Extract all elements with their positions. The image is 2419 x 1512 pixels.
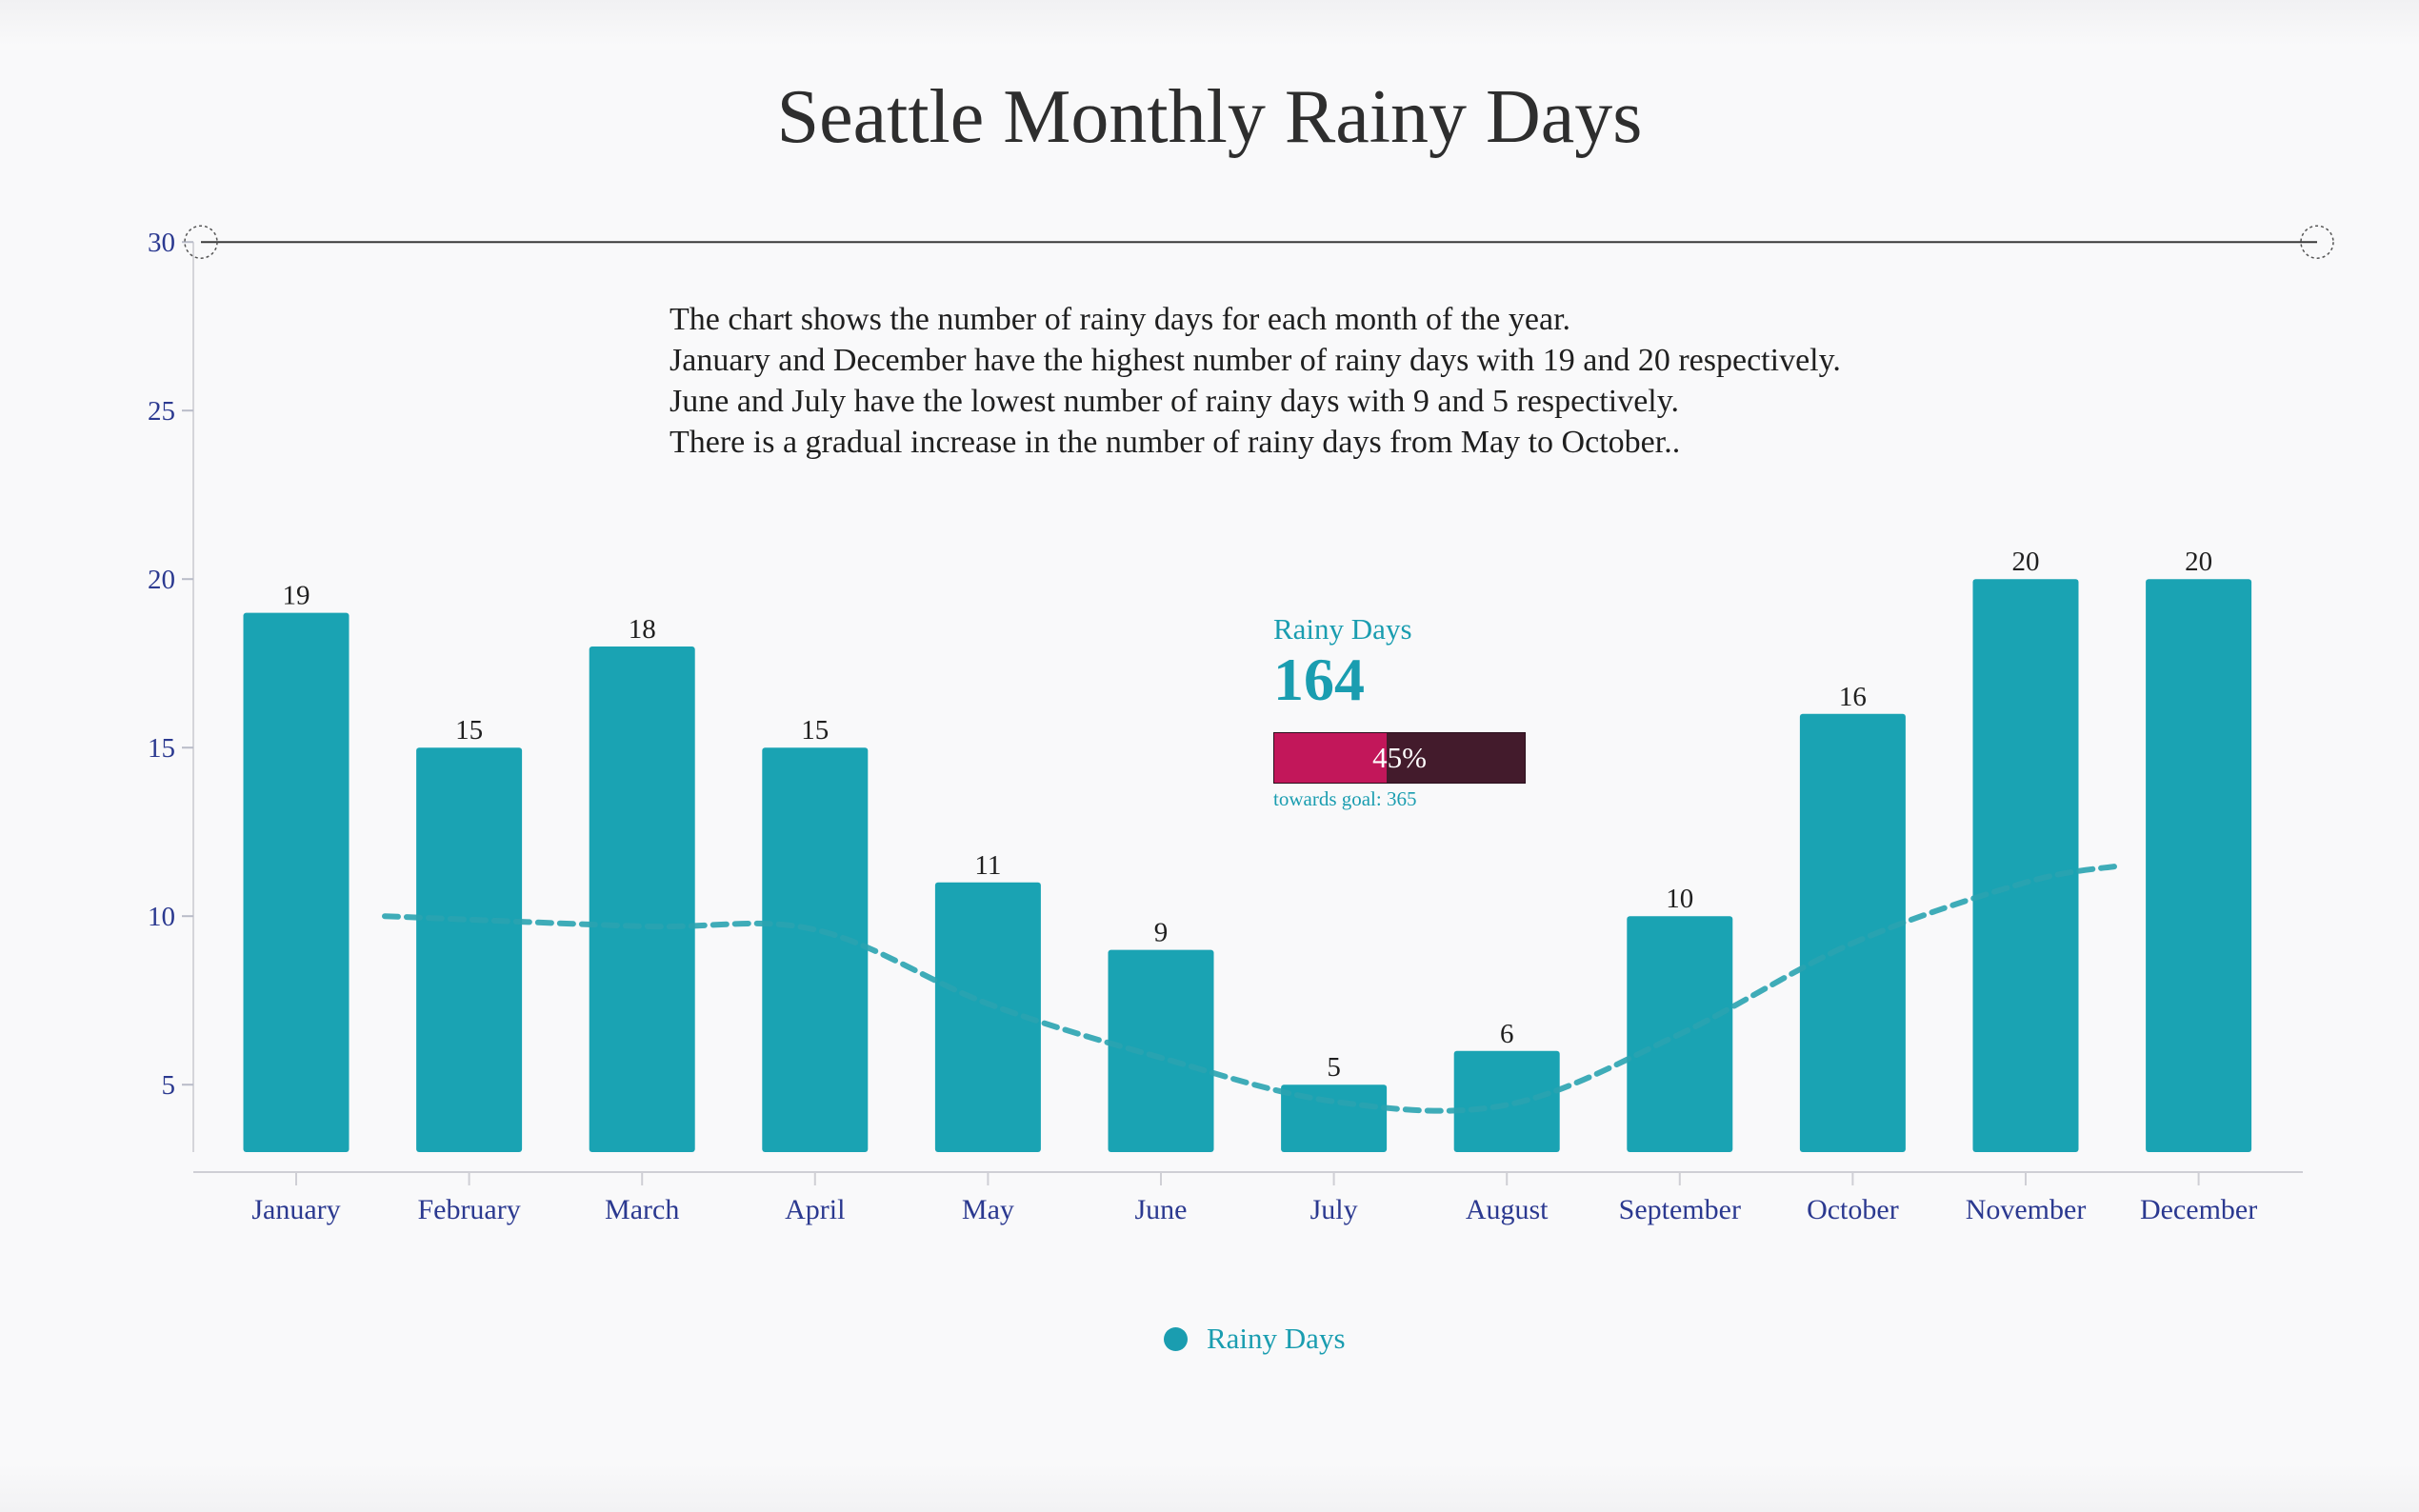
labels-layer: 5 10 15 20 25 30 19 January 15 February 18 March 15 A… <box>148 228 2257 1225</box>
kpi-goal-text: towards goal: 365 <box>1273 787 1417 810</box>
bar-value-label: 9 <box>1154 918 1169 948</box>
bar-value-label: 16 <box>1839 682 1867 712</box>
bar-value-label: 20 <box>2012 547 2040 577</box>
y-tick-label: 20 <box>148 565 175 595</box>
bar-value-label: 6 <box>1500 1019 1514 1049</box>
x-tick-label: November <box>1966 1194 2087 1225</box>
kpi-card: Rainy Days 164 45% towards goal: 365 <box>1273 612 1526 810</box>
bar-value-label: 5 <box>1327 1052 1341 1083</box>
x-tick-label: January <box>251 1194 340 1225</box>
x-tick-label: July <box>1310 1194 1358 1225</box>
annotation-line: The chart shows the number of rainy days… <box>670 302 1571 337</box>
bar <box>1453 1050 1560 1152</box>
x-tick-label: June <box>1135 1194 1188 1225</box>
y-tick-label: 25 <box>148 396 175 427</box>
bottom-shade <box>0 1464 2419 1512</box>
legend-label: Rainy Days <box>1207 1322 1346 1355</box>
legend-marker-icon <box>1164 1326 1188 1351</box>
x-tick-label: December <box>2140 1194 2257 1225</box>
bar <box>934 882 1041 1152</box>
bar <box>1108 949 1214 1152</box>
x-tick-label: August <box>1466 1194 1549 1225</box>
y-tick-label: 5 <box>162 1070 176 1101</box>
annotation-line: There is a gradual increase in the numbe… <box>670 425 1681 460</box>
y-tick-label: 10 <box>148 902 175 932</box>
bar <box>762 747 869 1152</box>
bar <box>1972 579 2079 1152</box>
y-tick-label: 15 <box>148 733 175 764</box>
legend[interactable]: Rainy Days <box>1164 1322 1346 1356</box>
bar-value-label: 15 <box>455 715 483 746</box>
bar-value-label: 11 <box>974 850 1001 881</box>
x-tick-label: March <box>605 1194 679 1225</box>
bar-value-label: 18 <box>629 614 656 645</box>
x-tick-label: April <box>785 1194 845 1225</box>
kpi-progress-fill <box>1274 733 1388 783</box>
reference-line-handle-left <box>184 225 218 259</box>
x-tick-label: May <box>962 1194 1014 1225</box>
top-shade <box>0 0 2419 46</box>
bar-value-label: 10 <box>1666 884 1693 914</box>
bar <box>589 647 695 1152</box>
kpi-progress-text: 45% <box>1372 741 1427 774</box>
bar <box>243 612 350 1152</box>
chart-title: Seattle Monthly Rainy Days <box>776 75 1643 159</box>
x-tick-label: October <box>1807 1194 1899 1225</box>
kpi-value: 164 <box>1273 646 1365 713</box>
kpi-progress-bar: 45% <box>1273 732 1526 784</box>
bar <box>416 747 523 1152</box>
trend-line <box>382 863 2124 1114</box>
axes-layer <box>182 225 2334 1185</box>
bars-layer <box>243 579 2252 1152</box>
bar <box>1799 713 1906 1152</box>
x-tick-label: February <box>417 1194 520 1225</box>
bar-value-label: 19 <box>283 581 310 611</box>
annotation-line: June and July have the lowest number of … <box>670 384 1680 419</box>
kpi-label: Rainy Days <box>1273 612 1412 646</box>
annotation-box: The chart shows the number of rainy days… <box>670 299 2003 463</box>
bar <box>1281 1084 1388 1152</box>
trend-layer <box>382 863 2124 1114</box>
bar-value-label: 15 <box>801 715 829 746</box>
annotation-line: January and December have the highest nu… <box>670 343 1841 378</box>
reference-line-handle-right <box>2300 225 2334 259</box>
x-tick-label: September <box>1619 1194 1741 1225</box>
y-tick-label: 30 <box>148 228 175 258</box>
bar <box>2146 579 2252 1152</box>
bar-value-label: 20 <box>2185 547 2212 577</box>
